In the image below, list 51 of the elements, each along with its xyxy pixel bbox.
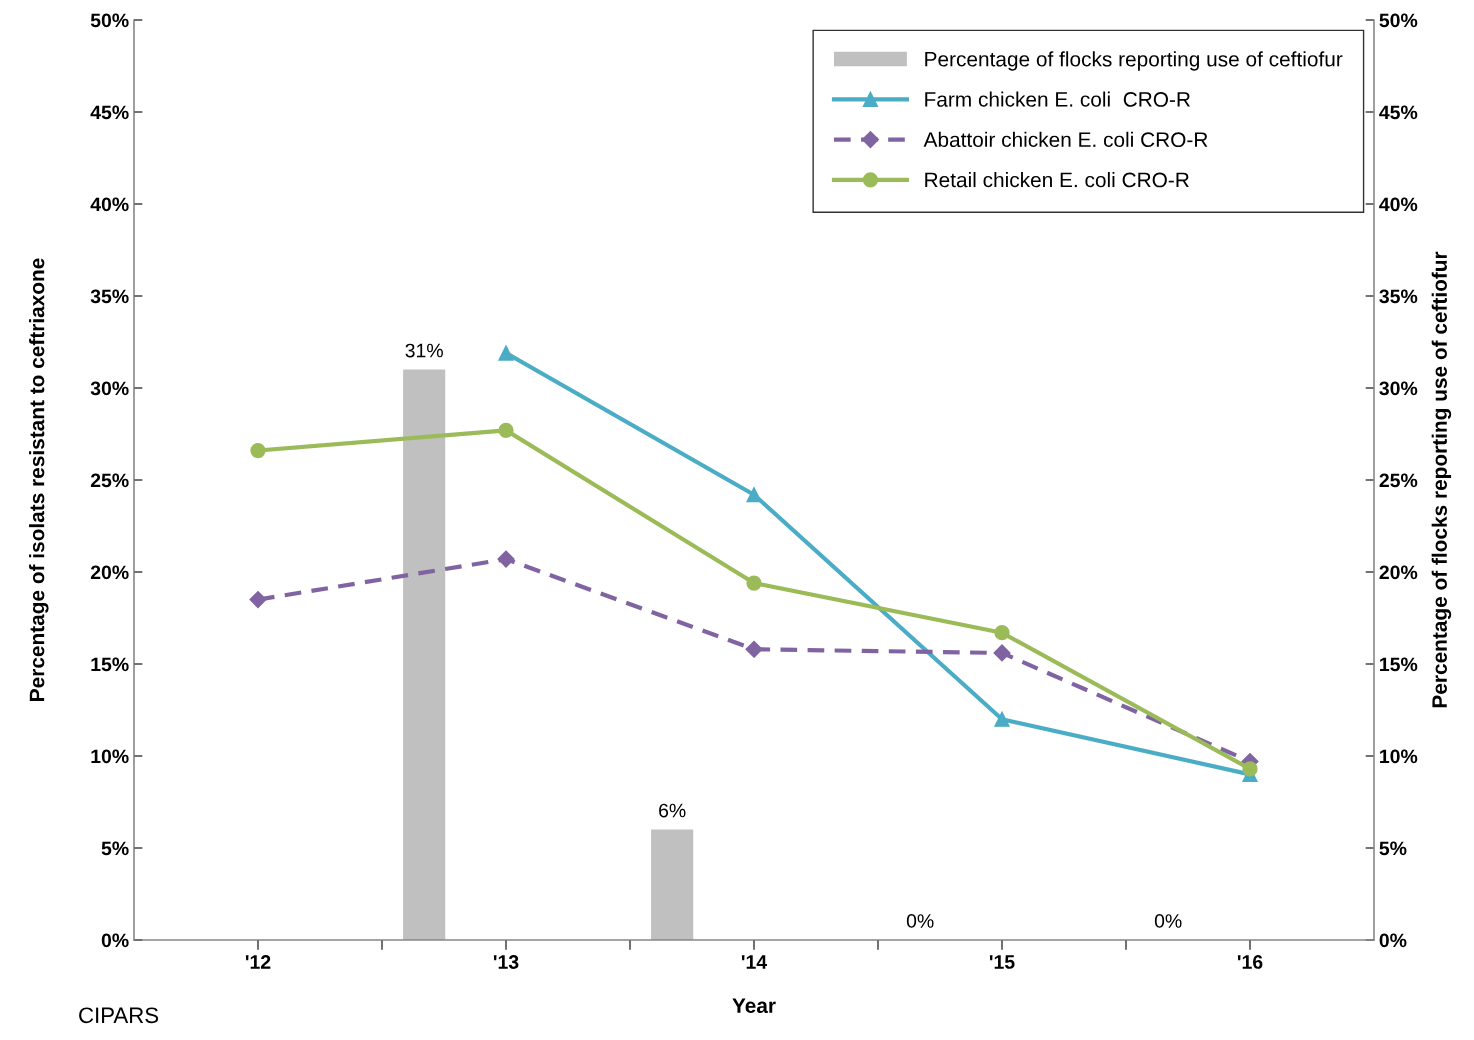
text: CIPARS bbox=[79, 1007, 159, 1024]
y2-axis-title: Percentage of flocks reporting use of ceftiofur bbox=[1431, 251, 1452, 708]
point bbox=[498, 345, 514, 361]
y-tick-label: 20% bbox=[90, 565, 129, 580]
y2-tick-label: 20% bbox=[1379, 565, 1418, 580]
y-axis-title: Percentage of isolats resistant to ceftriaxone bbox=[29, 258, 49, 701]
x-tick-label: '12 bbox=[245, 955, 271, 969]
y2-tick-label: 30% bbox=[1379, 381, 1418, 396]
x-axis-title: Year bbox=[732, 998, 776, 1014]
y2-tick-label: 35% bbox=[1379, 289, 1418, 304]
y-tick-label: 35% bbox=[90, 289, 129, 304]
y-tick-label: 0% bbox=[101, 933, 129, 948]
point bbox=[497, 550, 515, 568]
legend-label: Farm chicken E. coli CRO-R bbox=[925, 91, 1191, 107]
y2-tick-label: 40% bbox=[1379, 197, 1418, 212]
y-tick-label: 50% bbox=[90, 13, 129, 28]
y2-tick-label: 45% bbox=[1379, 105, 1418, 120]
point bbox=[994, 711, 1010, 727]
y-tick-label: 10% bbox=[91, 749, 129, 764]
y2-tick-label: 0% bbox=[1379, 933, 1407, 948]
y-tick-label: 40% bbox=[90, 197, 129, 212]
point bbox=[745, 640, 763, 658]
legend-label: Retail chicken E. coli CRO-R bbox=[925, 172, 1189, 188]
y2-tick-label: 15% bbox=[1380, 657, 1418, 672]
x-tick-label: '15 bbox=[989, 955, 1015, 969]
point bbox=[993, 644, 1011, 662]
x-tick-label: '14 bbox=[741, 955, 768, 969]
y-tick-label: 45% bbox=[90, 105, 129, 120]
y-tick-label: 25% bbox=[90, 473, 129, 488]
legend-label: Abattoir chicken E. coli CRO-R bbox=[923, 131, 1208, 148]
y2-tick-label: 50% bbox=[1379, 13, 1418, 28]
data-label: 0% bbox=[906, 914, 934, 928]
data-label: 6% bbox=[659, 803, 686, 818]
point bbox=[249, 591, 267, 609]
point bbox=[498, 422, 514, 438]
point bbox=[994, 625, 1010, 641]
y-tick-label: 30% bbox=[90, 381, 129, 396]
point bbox=[250, 442, 266, 459]
x-tick-label: '16 bbox=[1237, 955, 1263, 969]
point bbox=[746, 575, 762, 591]
data-label: 0% bbox=[1154, 914, 1182, 928]
y2-tick-label: 5% bbox=[1379, 841, 1407, 856]
x-tick-label: '13 bbox=[493, 955, 519, 969]
data-label: 31% bbox=[405, 343, 443, 358]
point bbox=[1242, 761, 1258, 777]
y-tick-label: 5% bbox=[101, 841, 129, 856]
point bbox=[746, 487, 762, 503]
y2-tick-label: 10% bbox=[1380, 749, 1418, 764]
y-tick-label: 15% bbox=[91, 657, 129, 672]
y2-tick-label: 25% bbox=[1379, 473, 1418, 488]
legend-label: Percentage of flocks reporting use of ceftiofur bbox=[925, 51, 1343, 71]
